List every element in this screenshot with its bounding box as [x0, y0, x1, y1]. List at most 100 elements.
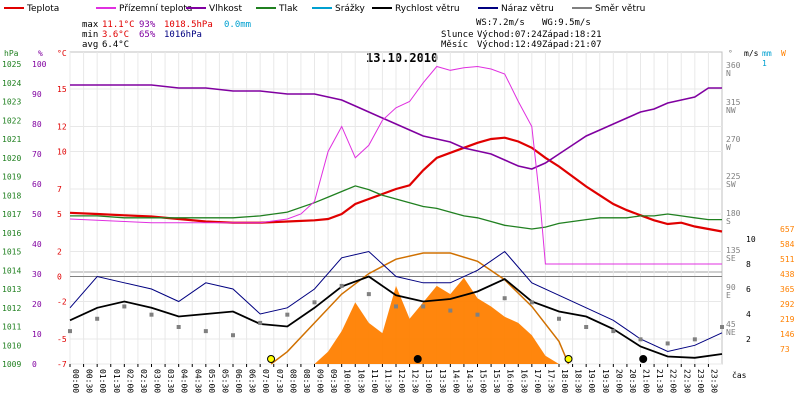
- winddir-point: [611, 329, 616, 334]
- x-tick-label: 19:00: [587, 369, 596, 393]
- stats-min-temp: 3.6°C: [102, 30, 129, 40]
- winddir-tick-deg: 360: [726, 61, 741, 70]
- x-tick-label: 09:30: [329, 369, 338, 393]
- winddir-tick-compass: SE: [726, 254, 736, 263]
- legend-label-teplota: Teplota: [26, 4, 59, 14]
- winddir-tick-deg: 180: [726, 209, 741, 218]
- windspeed-tick-label: 2: [746, 335, 751, 344]
- winddir-point: [366, 292, 371, 297]
- x-tick-label: 11:30: [383, 369, 392, 393]
- pressure-tick-label: 1019: [2, 173, 21, 182]
- humidity-tick-label: 70: [32, 150, 42, 159]
- winddir-tick-deg: 225: [726, 172, 741, 181]
- legend-label-tlak: Tlak: [278, 4, 299, 14]
- x-tick-label: 19:30: [601, 369, 610, 393]
- windspeed-tick-label: 10: [746, 235, 756, 244]
- temperature-tick-label: 0: [57, 273, 62, 282]
- x-tick-label: 05:30: [220, 369, 229, 393]
- pressure-tick-label: 1020: [2, 154, 21, 163]
- series-line: [70, 84, 722, 170]
- winddir-point: [692, 337, 697, 342]
- winddir-point: [285, 312, 290, 317]
- stats-max-label: max: [82, 20, 99, 30]
- x-tick-label: 08:00: [288, 369, 297, 393]
- winddir-tick-compass: SW: [726, 180, 736, 189]
- x-tick-label: 03:00: [153, 369, 162, 393]
- windspeed-tick-label: 6: [746, 285, 751, 294]
- solar-tick-label: 73: [780, 345, 790, 354]
- winddir-point: [203, 329, 208, 334]
- sun-label: Slunce: [441, 30, 474, 40]
- chart-title: 13.10.2010: [366, 51, 438, 65]
- winddir-tick-deg: 90: [726, 283, 736, 292]
- axis-unit-deg: °: [728, 49, 733, 58]
- wind-ws: WS:7.2m/s: [476, 18, 525, 28]
- x-tick-label: 20:30: [628, 369, 637, 393]
- x-tick-label: 10:00: [343, 369, 352, 393]
- solar-tick-label: 219: [780, 315, 795, 324]
- axis-unit-ms: m/s: [744, 49, 759, 58]
- winddir-tick-compass: E: [726, 291, 731, 300]
- sun-set: Západ:18:21: [542, 30, 602, 40]
- winddir-point: [421, 304, 426, 309]
- legend: Teplota Přízemní teplota Vlhkost Tlak Sr…: [4, 4, 645, 14]
- solar-tick-label: 146: [780, 330, 795, 339]
- x-tick-label: 16:30: [519, 369, 528, 393]
- pressure-tick-label: 1023: [2, 98, 21, 107]
- series-line: [69, 250, 723, 353]
- x-tick-label: 07:00: [261, 369, 270, 393]
- temperature-tick-label: 5: [57, 210, 62, 219]
- x-tick-label: 22:00: [669, 369, 678, 393]
- winddir-tick-compass: S: [726, 217, 731, 226]
- humidity-tick-label: 90: [32, 90, 42, 99]
- rain-tick-label: 1: [762, 59, 767, 68]
- temperature-tick-label: 10: [57, 148, 67, 157]
- temperature-tick-label: -5: [57, 335, 67, 344]
- stats-max-press: 1018.5hPa: [164, 20, 213, 30]
- winddir-point: [529, 300, 534, 305]
- x-tick-label: 00:30: [85, 369, 94, 393]
- axis-unit-temp: °C: [57, 49, 67, 58]
- winddir-point: [176, 325, 181, 329]
- moon-rise: Východ:12:49: [477, 40, 542, 50]
- solar-tick-label: 365: [780, 285, 795, 294]
- x-tick-label: 07:30: [275, 369, 284, 393]
- astro-marker: [267, 355, 276, 363]
- legend-label-smer: Směr větru: [595, 4, 645, 14]
- x-tick-label: 10:30: [356, 369, 365, 393]
- winddir-point: [68, 329, 72, 334]
- pressure-tick-label: 1012: [2, 304, 21, 313]
- winddir-point: [231, 333, 235, 338]
- axis-unit-hpa: hPa: [4, 49, 19, 58]
- x-tick-label: 17:00: [533, 369, 542, 393]
- humidity-tick-label: 50: [32, 210, 42, 219]
- pressure-tick-label: 1018: [2, 191, 21, 200]
- x-tick-label: 18:30: [574, 369, 583, 393]
- winddir-tick-deg: 270: [726, 135, 741, 144]
- winddir-point: [149, 312, 154, 317]
- humidity-tick-label: 30: [32, 270, 42, 279]
- x-tick-label: 20:00: [614, 369, 623, 393]
- stats-min-press: 1016hPa: [164, 30, 202, 40]
- solar-tick-label: 657: [780, 225, 795, 234]
- winddir-tick-deg: 45: [726, 320, 736, 329]
- winddir-point: [339, 283, 344, 288]
- solar-tick-label: 292: [780, 300, 795, 309]
- winddir-point: [394, 304, 398, 309]
- x-tick-label: 04:00: [180, 369, 189, 393]
- temperature-tick-label: -7: [57, 360, 67, 369]
- stats-block: max 11.1°C 93% 1018.5hPa 0.0mm min 3.6°C…: [82, 18, 602, 50]
- pressure-tick-label: 1010: [2, 341, 21, 350]
- x-tick-label: 01:00: [98, 369, 107, 393]
- humidity-tick-label: 80: [32, 120, 42, 129]
- axis-unit-time: čas: [732, 370, 747, 380]
- solar-tick-label: 438: [780, 270, 795, 279]
- x-tick-label: 04:30: [193, 369, 202, 393]
- x-tick-label: 13:00: [424, 369, 433, 393]
- winddir-point: [502, 296, 507, 301]
- temperature-tick-label: 7: [57, 185, 62, 194]
- x-tick-label: 12:30: [411, 369, 420, 393]
- winddir-tick-deg: 315: [726, 98, 741, 107]
- legend-label-vlhkost: Vlhkost: [209, 4, 242, 14]
